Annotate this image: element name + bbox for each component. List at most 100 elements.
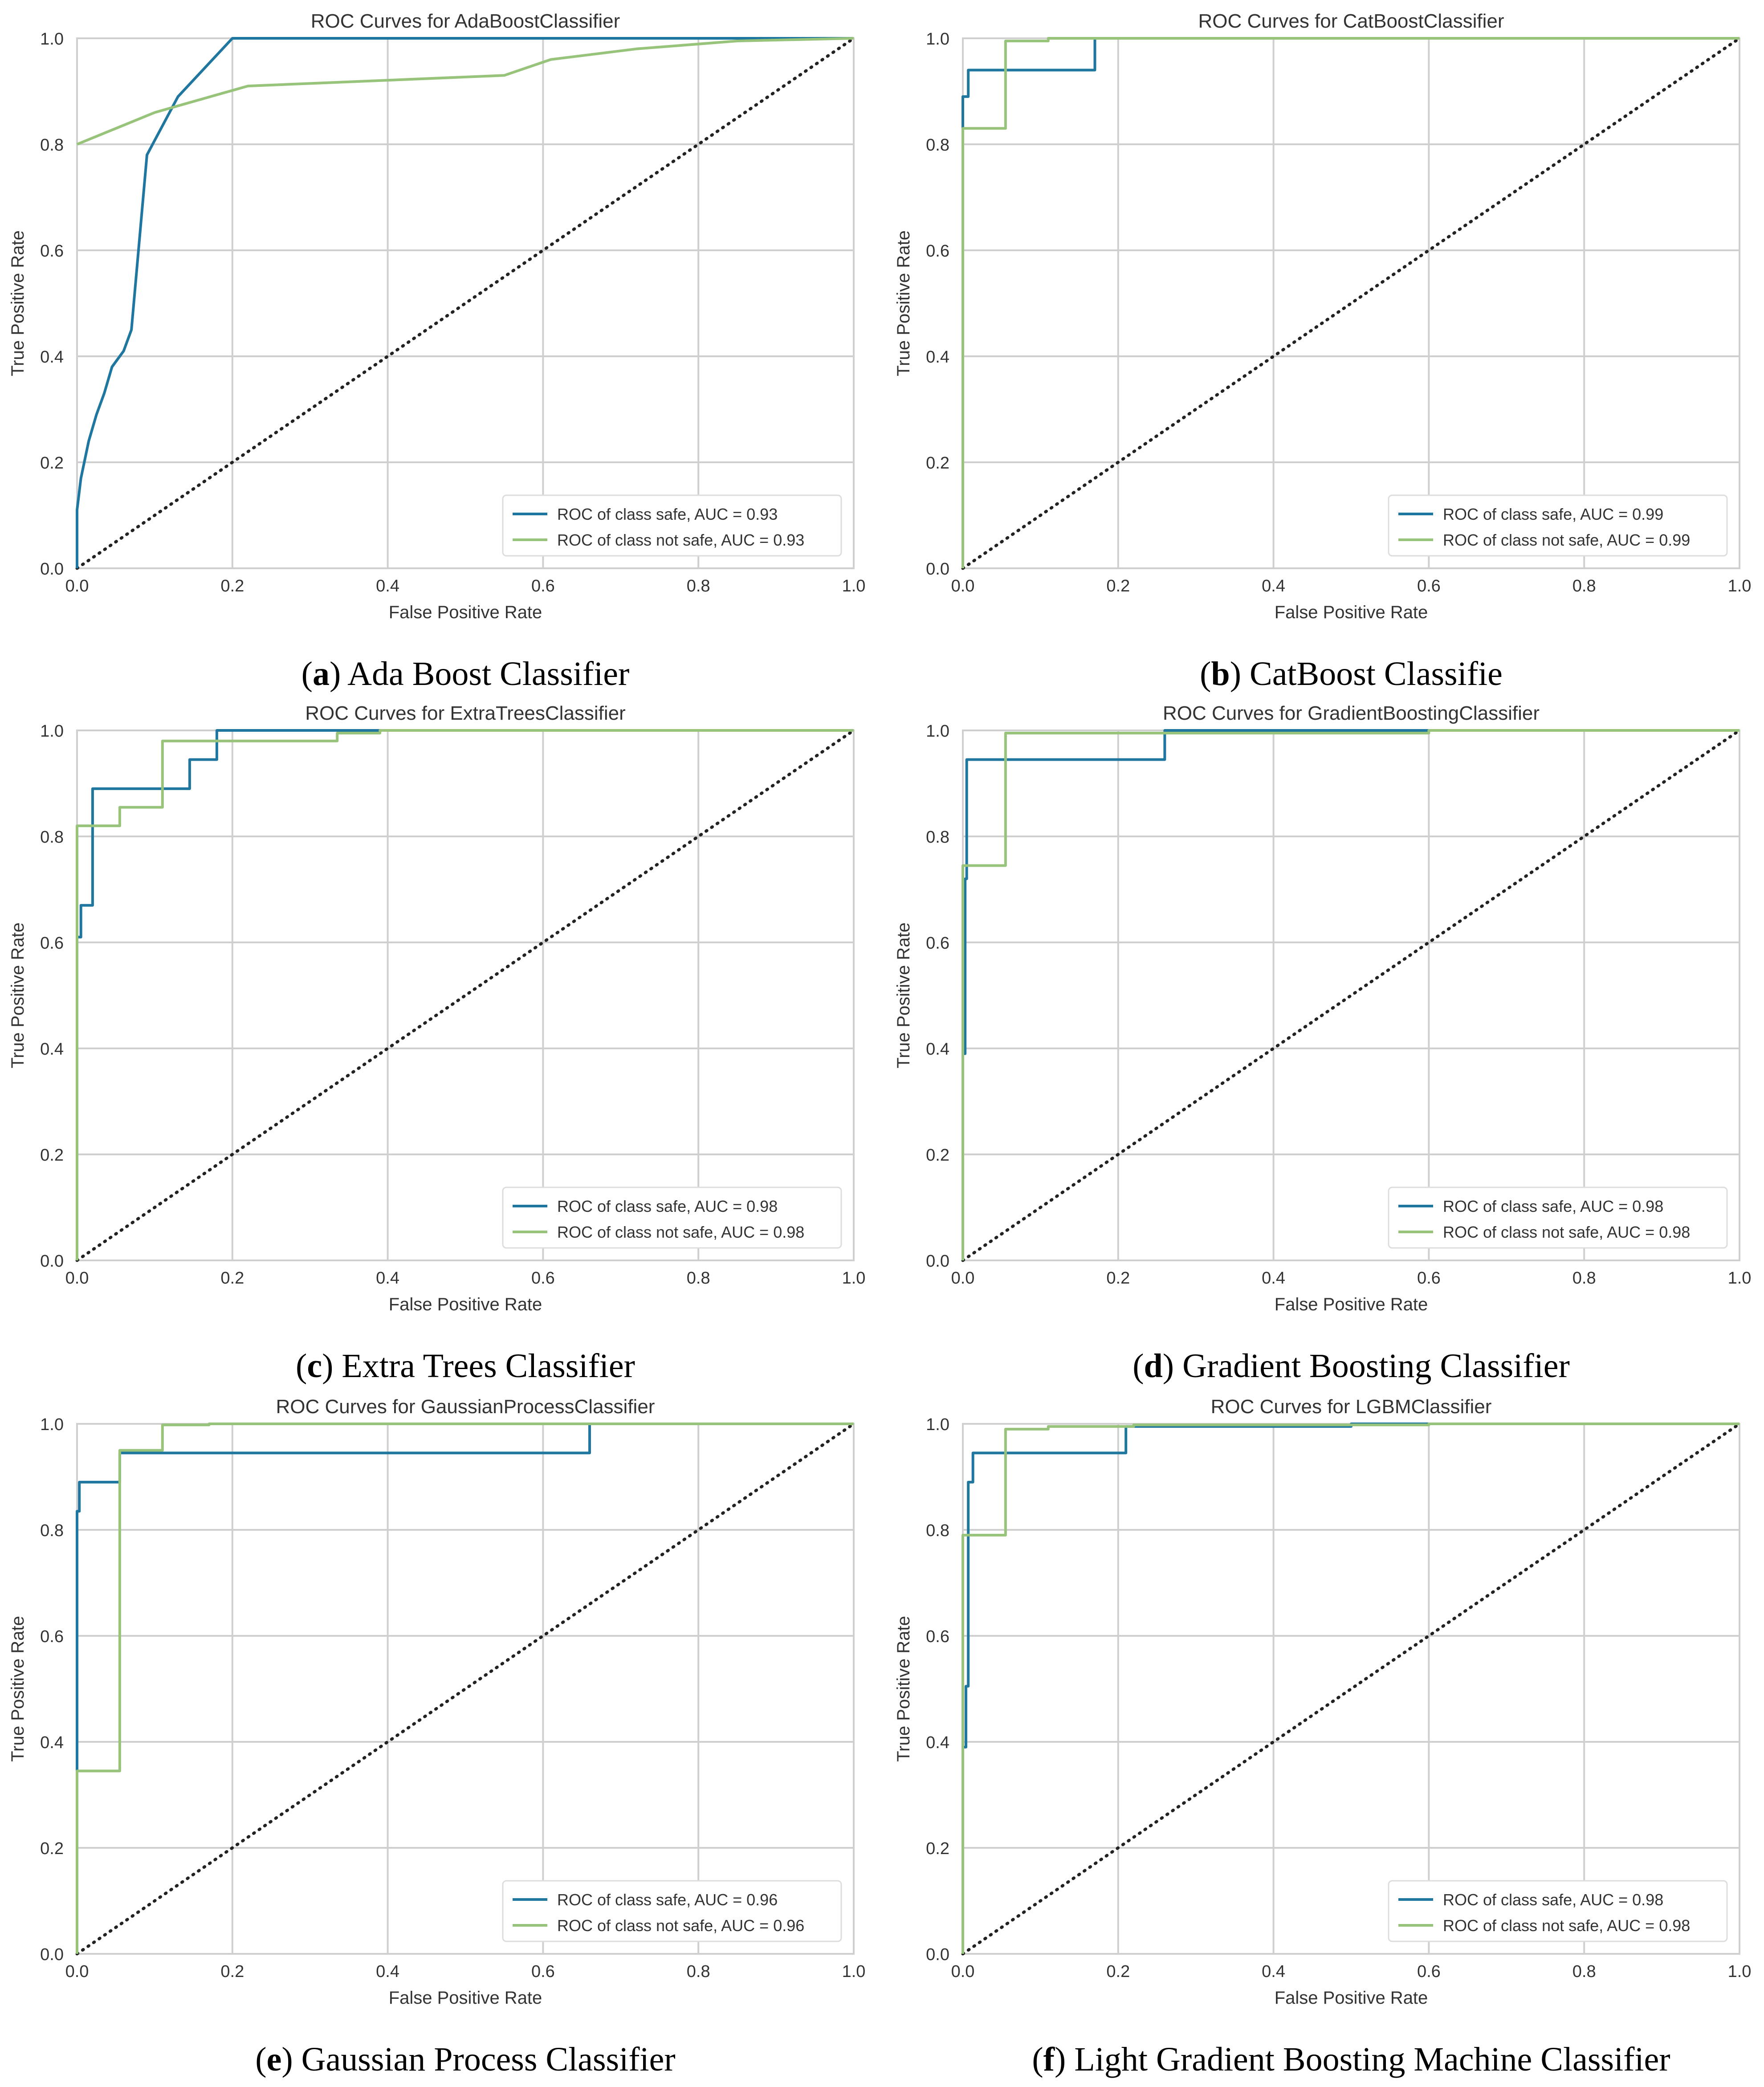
panel-caption: (d) Gradient Boosting Classifier [1133, 1347, 1570, 1385]
y-tick-label: 0.2 [40, 1146, 64, 1165]
x-tick-label: 0.2 [1106, 1962, 1130, 1981]
caption-text: Gaussian Process Classifier [301, 2041, 676, 2078]
roc-curve-safe [961, 1423, 1740, 1954]
x-tick-label: 0.8 [1573, 1269, 1596, 1288]
x-tick-label: 0.2 [220, 1962, 244, 1981]
x-tick-label: 0.0 [65, 1269, 89, 1288]
caption-paren-open: ( [255, 2041, 266, 2078]
legend-box [1388, 494, 1728, 557]
caption-letter: c [307, 1347, 322, 1385]
x-tick-label: 0.4 [1262, 577, 1285, 595]
caption-paren-close: ) [1163, 1347, 1182, 1385]
caption-paren-open: ( [296, 1347, 307, 1385]
chart-panel-b: 0.0 0.2 0.4 0.6 0.8 1.0 0.0 0.2 0.4 0.6 0.8 1.0 ROC … [894, 10, 1751, 693]
chart-panel-c: 0.0 0.2 0.4 0.6 0.8 1.0 0.0 0.2 0.4 0.6 0.8 1.0 ROC … [8, 702, 865, 1385]
y-tick-label: 1.0 [40, 30, 64, 49]
x-tick-label: 0.4 [376, 1269, 399, 1288]
x-tick-label: 0.6 [531, 1269, 555, 1288]
y-tick-label: 0.2 [926, 1839, 949, 1858]
x-tick-label: 0.6 [531, 577, 555, 595]
x-tick-label: 0.8 [687, 1962, 710, 1981]
x-tick-label: 0.2 [1106, 1269, 1130, 1288]
y-tick-label: 0.2 [40, 454, 64, 473]
y-tick-label: 0.6 [40, 242, 64, 261]
x-tick-label: 0.8 [1573, 1962, 1596, 1981]
chance-diagonal [75, 37, 856, 570]
y-tick-label: 0.8 [926, 828, 949, 847]
x-tick-label: 0.2 [220, 1269, 244, 1288]
legend: ROC of class safe, AUC = 0.93 ROC of clas… [502, 494, 842, 557]
y-tick-label: 0.6 [40, 934, 64, 953]
chart-panel-d: 0.0 0.2 0.4 0.6 0.8 1.0 0.0 0.2 0.4 0.6 0.8 1.0 ROC … [894, 702, 1751, 1385]
y-axis-label: True Positive Rate [894, 1616, 913, 1762]
caption-text: CatBoost Classifie [1250, 655, 1503, 693]
y-tick-label: 0.6 [926, 1627, 949, 1646]
x-tick-label: 0.0 [951, 1962, 975, 1981]
legend-label-safe: ROC of class safe, AUC = 0.96 [557, 1891, 778, 1909]
panel-caption: (a) Ada Boost Classifier [301, 655, 630, 693]
legend: ROC of class safe, AUC = 0.96 ROC of clas… [502, 1880, 842, 1942]
chart-panel-f: 0.0 0.2 0.4 0.6 0.8 1.0 0.0 0.2 0.4 0.6 0.8 1.0 ROC … [894, 1396, 1751, 2078]
y-tick-label: 1.0 [926, 30, 949, 49]
roc-curve-not-safe [961, 1423, 1740, 1954]
roc-curve-not-safe [76, 37, 854, 146]
caption-letter: d [1144, 1347, 1163, 1385]
x-axis-label: False Positive Rate [389, 1988, 542, 2008]
y-axis-label: True Positive Rate [8, 230, 28, 376]
legend-label-not-safe: ROC of class not safe, AUC = 0.98 [557, 1223, 804, 1241]
legend-box [1388, 1880, 1728, 1942]
legend: ROC of class safe, AUC = 0.98 ROC of clas… [1388, 1880, 1728, 1942]
legend-label-not-safe: ROC of class not safe, AUC = 0.93 [557, 531, 804, 549]
x-axis-label: False Positive Rate [1275, 603, 1428, 622]
chart-title: ROC Curves for CatBoostClassifier [1198, 10, 1504, 32]
x-tick-label: 0.8 [687, 1269, 710, 1288]
x-tick-label: 0.6 [1417, 1269, 1441, 1288]
x-tick-label: 0.0 [65, 577, 89, 595]
chart-title: ROC Curves for LGBMClassifier [1211, 1396, 1492, 1418]
chance-diagonal [75, 1422, 856, 1956]
caption-text: Extra Trees Classifier [342, 1347, 635, 1385]
caption-paren-open: ( [1032, 2041, 1043, 2078]
y-axis-label: True Positive Rate [8, 922, 28, 1068]
legend-box [502, 494, 842, 557]
caption-letter: e [267, 2041, 282, 2078]
x-tick-label: 1.0 [1728, 1269, 1752, 1288]
y-axis-label: True Positive Rate [894, 230, 913, 376]
chart-title: ROC Curves for AdaBoostClassifier [311, 10, 620, 32]
chart-title: ROC Curves for GradientBoostingClassifie… [1163, 702, 1540, 724]
y-tick-label: 1.0 [40, 722, 64, 741]
x-axis-label: False Positive Rate [389, 603, 542, 622]
x-tick-label: 0.8 [687, 577, 710, 595]
caption-text: Ada Boost Classifier [347, 655, 629, 693]
x-tick-label: 0.6 [531, 1962, 555, 1981]
caption-text: Light Gradient Boosting Machine Classifi… [1074, 2041, 1670, 2078]
caption-paren-open: ( [1133, 1347, 1144, 1385]
chance-diagonal [961, 1422, 1741, 1956]
caption-paren-close: ) [322, 1347, 342, 1385]
x-tick-label: 1.0 [1728, 1962, 1752, 1981]
chart-panel-a: 0.0 0.2 0.4 0.6 0.8 1.0 0.0 0.2 0.4 0.6 0.8 1.0 ROC … [8, 10, 865, 693]
x-tick-label: 0.4 [1262, 1962, 1285, 1981]
x-tick-label: 0.6 [1417, 1962, 1441, 1981]
x-tick-label: 1.0 [842, 1962, 866, 1981]
x-axis-label: False Positive Rate [1275, 1295, 1428, 1314]
x-tick-label: 1.0 [842, 577, 866, 595]
x-tick-label: 1.0 [842, 1269, 866, 1288]
y-tick-label: 0.8 [40, 136, 64, 155]
caption-paren-close: ) [330, 655, 347, 693]
chance-diagonal [961, 37, 1741, 570]
y-tick-label: 0.8 [926, 1521, 949, 1540]
caption-text: Gradient Boosting Classifier [1182, 1347, 1570, 1385]
y-tick-label: 0.4 [40, 348, 64, 367]
legend: ROC of class safe, AUC = 0.98 ROC of clas… [502, 1186, 842, 1249]
x-tick-label: 0.2 [220, 577, 244, 595]
y-tick-label: 0.0 [40, 1945, 64, 1964]
y-tick-label: 0.6 [40, 1627, 64, 1646]
y-tick-label: 1.0 [926, 1415, 949, 1434]
caption-paren-open: ( [301, 655, 313, 693]
x-tick-label: 0.0 [951, 577, 975, 595]
roc-curve-not-safe [76, 729, 854, 1260]
legend-label-safe: ROC of class safe, AUC = 0.98 [557, 1197, 778, 1215]
y-tick-label: 0.0 [926, 1945, 949, 1964]
y-tick-label: 1.0 [40, 1415, 64, 1434]
